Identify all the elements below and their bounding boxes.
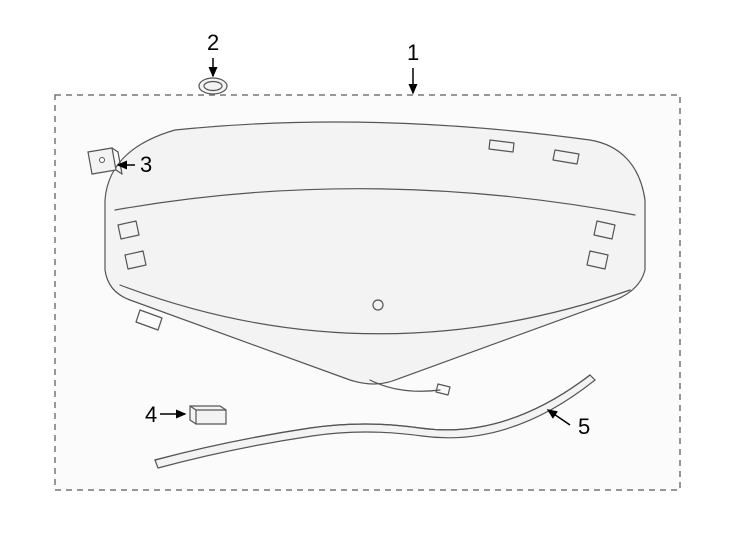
callout-label-2: 2 (207, 30, 219, 55)
callout-label-1: 1 (407, 40, 419, 65)
callout-label-3: 3 (140, 152, 152, 177)
callout-label-5: 5 (578, 414, 590, 439)
part-2-plug (199, 78, 227, 94)
diagram-canvas: 1 2 3 4 5 (0, 0, 734, 540)
part-4-bumper (190, 406, 226, 424)
callout-label-4: 4 (145, 402, 157, 427)
